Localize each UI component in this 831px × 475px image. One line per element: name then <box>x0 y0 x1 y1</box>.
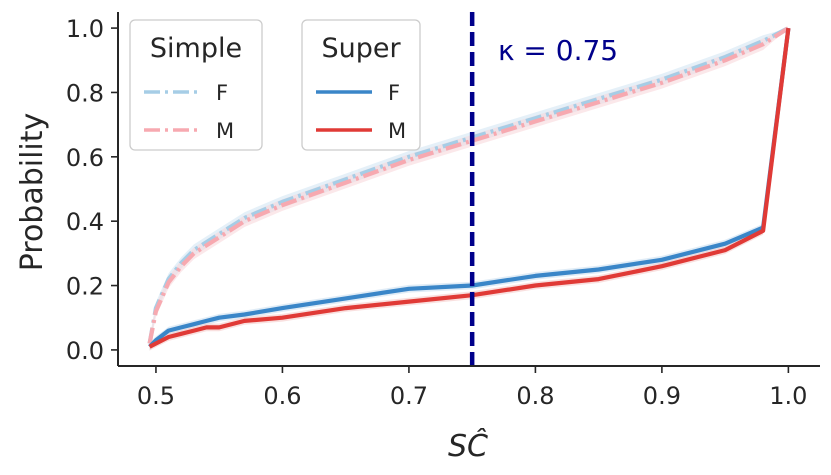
y-tick-label: 0.0 <box>66 337 104 365</box>
y-tick-label: 0.6 <box>66 144 104 172</box>
x-tick-label: 0.7 <box>390 382 428 410</box>
series-line-3 <box>148 27 791 349</box>
y-tick-label: 0.2 <box>66 273 104 301</box>
legend-simple-entry-f: F <box>216 81 228 105</box>
x-axis-label: SĈ <box>448 427 488 464</box>
x-tick-label: 0.6 <box>263 382 301 410</box>
x-tick-label: 1.0 <box>769 382 807 410</box>
legend-simple: Simple FM <box>129 19 263 151</box>
tick-marks: 0.5 0.6 0.7 0.8 0.9 1.0 0.0 0.2 0.4 0.6 0.8 1.0 <box>66 15 808 410</box>
y-axis-label: Probability <box>15 113 50 272</box>
legend-simple-frame <box>129 19 263 151</box>
legend-super-frame <box>301 19 421 151</box>
series-line-2 <box>147 26 790 344</box>
legend-super-entry-f: F <box>388 81 400 105</box>
y-tick-label: 1.0 <box>66 15 104 43</box>
y-tick-label: 0.4 <box>66 208 104 236</box>
kappa-annotation: κ = 0.75 <box>498 34 618 67</box>
y-tick-label: 0.8 <box>66 79 104 107</box>
legend-super: Super FM <box>301 19 421 151</box>
legend-super-entry-m: M <box>388 119 406 143</box>
series-lines <box>147 26 791 349</box>
series-line-4 <box>148 27 791 349</box>
x-tick-label: 0.5 <box>137 382 175 410</box>
x-tick-label: 0.8 <box>516 382 554 410</box>
legend-simple-title: Simple <box>150 33 242 64</box>
axes <box>117 12 820 367</box>
x-tick-label: 0.9 <box>643 382 681 410</box>
confidence-band-4 <box>149 28 789 351</box>
legend-simple-entry-m: M <box>216 119 234 143</box>
legend-super-title: Super <box>321 33 401 64</box>
